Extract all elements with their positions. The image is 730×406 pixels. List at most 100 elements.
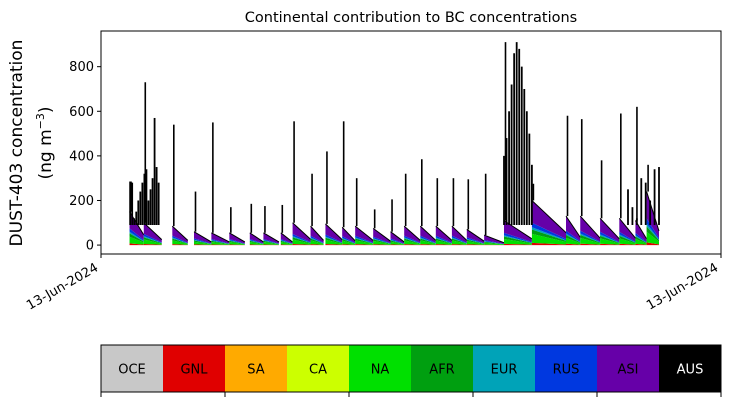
area-rus [129, 228, 144, 242]
area-afr [355, 238, 374, 244]
area-na [600, 238, 620, 245]
area-eur [342, 237, 356, 244]
area-eur [531, 227, 566, 241]
total-line [483, 234, 505, 244]
area-rus [373, 236, 391, 244]
colorbar-cell [225, 345, 288, 392]
area-eur [325, 236, 343, 244]
area-afr [404, 238, 421, 244]
episode [618, 113, 636, 246]
area-eur [249, 240, 264, 244]
area-eur [280, 240, 293, 244]
episode [599, 160, 620, 246]
area-gnl [566, 243, 581, 246]
total-line [372, 227, 391, 242]
area-afr [390, 240, 405, 245]
area-asi [566, 216, 581, 242]
total-line [646, 191, 660, 232]
area-gnl [420, 244, 436, 246]
y-axis-label: DUST-403 concentration [7, 40, 27, 247]
episode [229, 207, 246, 246]
total-line [310, 225, 324, 241]
area-gnl [404, 244, 421, 246]
area-gnl [292, 243, 311, 246]
episode [263, 206, 280, 246]
area-na [484, 242, 504, 245]
area-rus [342, 236, 356, 244]
area-eur [292, 236, 311, 244]
area-gnl [451, 244, 467, 246]
area-afr [143, 237, 162, 244]
area-na [229, 242, 245, 245]
area-afr [531, 229, 566, 242]
area-gnl [531, 242, 566, 246]
area-rus [531, 222, 566, 241]
colorbar-cell [411, 345, 474, 392]
colorbar-cell [101, 345, 164, 392]
colorbar-cell [473, 345, 536, 392]
area-rus [249, 238, 264, 244]
area-afr [194, 240, 212, 245]
y-tick-label: 0 [86, 239, 94, 254]
area-na [194, 241, 212, 245]
area-afr [325, 237, 343, 244]
area-rus [580, 230, 601, 243]
area-gnl [249, 244, 264, 246]
colorbar-label: NA [371, 363, 390, 378]
area-asi [600, 218, 620, 242]
area-gnl [466, 244, 485, 246]
area-afr [263, 240, 279, 245]
area-afr [619, 235, 636, 244]
spike-burst [503, 42, 533, 226]
area-afr [229, 240, 245, 245]
episode [171, 124, 189, 246]
colorbar-label: AUS [677, 363, 704, 378]
area-rus [390, 238, 405, 244]
area-rus [504, 232, 532, 243]
y-tick-label: 200 [69, 194, 94, 209]
area-eur [229, 240, 245, 244]
area-gnl [310, 244, 324, 246]
colorbar-cell [659, 345, 722, 392]
total-line [354, 225, 374, 241]
area-na [310, 240, 324, 245]
area-na [280, 242, 293, 245]
area-gnl [646, 242, 659, 246]
total-line [171, 225, 189, 241]
area-rus [420, 235, 436, 244]
area-rus [484, 240, 504, 245]
area-eur [566, 233, 581, 243]
area-na [580, 237, 601, 245]
area-rus [211, 238, 230, 244]
area-na [129, 236, 144, 245]
area-eur [619, 234, 636, 243]
area-rus [143, 233, 162, 243]
area-afr [635, 236, 647, 244]
area-gnl [580, 243, 601, 246]
area-afr [249, 240, 264, 245]
area-afr [435, 238, 452, 244]
area-na [373, 240, 391, 245]
episode [531, 183, 567, 246]
total-line [618, 218, 636, 239]
area-na [566, 237, 581, 245]
area-eur [143, 236, 162, 244]
episode [354, 178, 374, 246]
y-axis-label-line1: DUST-403 concentration [7, 40, 27, 247]
y-axis-label-line2: (ng m−3) [34, 106, 56, 179]
total-line [263, 232, 280, 243]
area-gnl [211, 244, 230, 246]
area-gnl [129, 243, 144, 246]
area-rus [619, 231, 636, 243]
episode [403, 173, 421, 246]
colorbar-cell [535, 345, 598, 392]
area-afr [342, 238, 356, 245]
colorbar: OCE GNL SA CA NA AFR EUR RUS ASI AUS [100, 344, 722, 397]
area-rus [435, 235, 452, 244]
area-afr [580, 234, 601, 244]
area-afr [172, 238, 188, 244]
area-eur [194, 239, 212, 244]
area-na [211, 242, 230, 245]
area-afr [646, 226, 659, 242]
area-afr [420, 238, 436, 244]
